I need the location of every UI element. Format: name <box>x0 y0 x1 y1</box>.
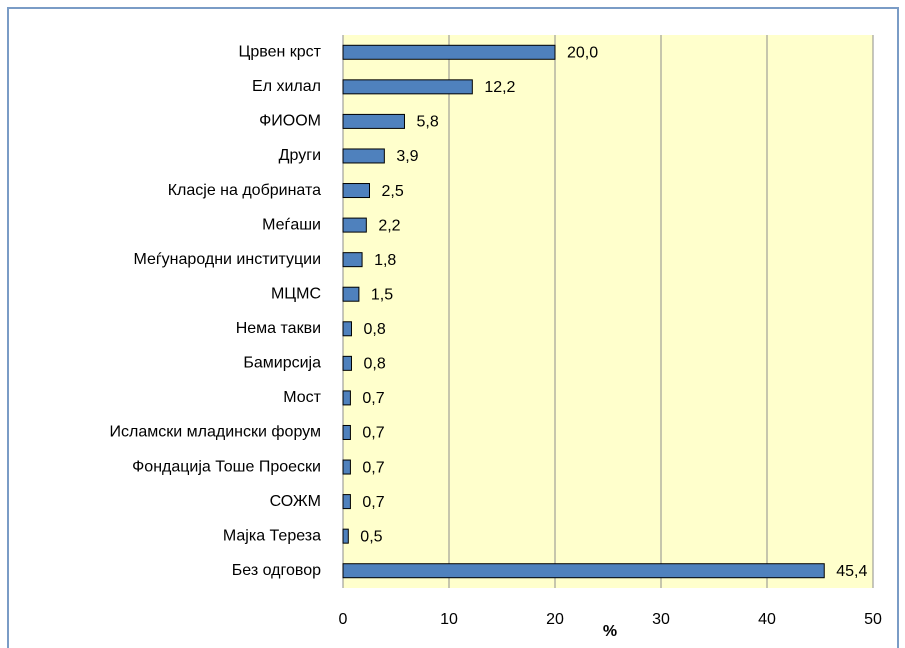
bar <box>342 79 473 95</box>
data-label: 0,7 <box>362 425 384 442</box>
bar <box>342 252 363 268</box>
data-label: 12,2 <box>484 79 515 96</box>
x-tick-label: 0 <box>339 611 348 628</box>
bar <box>342 424 351 440</box>
data-label: 3,9 <box>396 148 418 165</box>
data-label: 0,7 <box>362 494 384 511</box>
y-tick-label: Нема такви <box>236 320 321 337</box>
y-tick-label: Мост <box>283 389 321 406</box>
bar <box>342 494 351 510</box>
x-tick-label: 40 <box>758 611 776 628</box>
data-label: 0,8 <box>363 321 385 338</box>
data-label: 45,4 <box>836 563 867 580</box>
data-label: 2,5 <box>382 183 404 200</box>
y-tick-label: Ел хилал <box>252 78 321 95</box>
bar <box>342 355 352 371</box>
bar <box>342 44 556 60</box>
data-label: 1,5 <box>371 286 393 303</box>
bar <box>342 113 405 129</box>
bar <box>342 286 360 302</box>
data-label: 0,7 <box>362 390 384 407</box>
y-tick-label: СОЖМ <box>270 493 321 510</box>
y-tick-label: Други <box>279 147 321 164</box>
y-tick-label: Меѓународни институции <box>133 251 321 268</box>
x-tick-label: 50 <box>864 611 882 628</box>
x-tick-label: 30 <box>652 611 670 628</box>
chart-frame <box>7 7 899 648</box>
bar <box>342 148 385 164</box>
bar <box>342 390 351 406</box>
bar <box>342 563 825 579</box>
bar <box>342 217 367 233</box>
y-tick-label: Меѓаши <box>262 216 321 233</box>
bar <box>342 183 370 199</box>
data-label: 0,8 <box>363 356 385 373</box>
data-label: 20,0 <box>567 45 598 62</box>
x-axis-label: % <box>603 623 617 640</box>
y-tick-label: Без одговор <box>232 562 321 579</box>
data-label: 2,2 <box>378 217 400 234</box>
y-tick-label: МЦМС <box>271 285 321 302</box>
y-tick-label: Исламски младински форум <box>110 424 321 441</box>
x-tick-label: 20 <box>546 611 564 628</box>
y-tick-label: Мајка Тереза <box>223 527 321 544</box>
data-label: 5,8 <box>416 114 438 131</box>
y-tick-label: Класје на добрината <box>168 182 321 199</box>
y-tick-label: Црвен крст <box>239 44 322 61</box>
plot-area <box>343 35 873 588</box>
bar <box>342 528 349 544</box>
data-label: 1,8 <box>374 252 396 269</box>
data-label: 0,7 <box>362 459 384 476</box>
y-tick-label: Фондација Тоше Проески <box>132 458 321 475</box>
y-tick-label: Бамирсија <box>243 355 321 372</box>
bar <box>342 459 351 475</box>
y-tick-label: ФИООМ <box>259 113 321 130</box>
bar <box>342 321 352 337</box>
data-label: 0,5 <box>360 528 382 545</box>
x-tick-label: 10 <box>440 611 458 628</box>
